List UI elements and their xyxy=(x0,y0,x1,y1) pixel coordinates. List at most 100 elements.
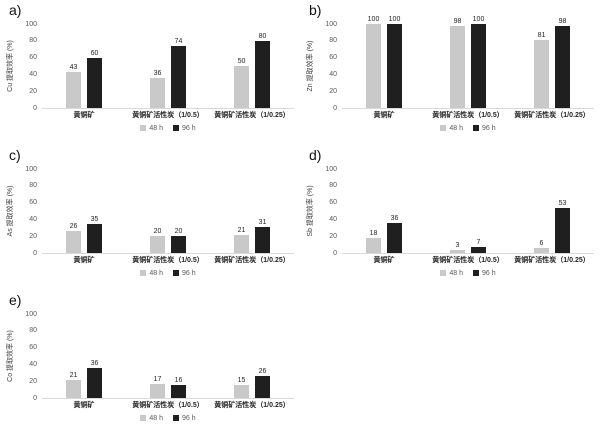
bar-96h xyxy=(255,376,270,398)
legend-item: 48 h xyxy=(140,415,163,422)
bar-96h xyxy=(555,25,570,108)
y-axis: 0 20 40 60 80 100 xyxy=(18,21,42,112)
bar-value-label: 100 xyxy=(388,16,401,23)
x-category-label: 黄铜矿活性炭（1/0.5） xyxy=(132,257,204,264)
bar-48h xyxy=(66,380,81,398)
y-axis: 0 20 40 60 80 100 xyxy=(18,310,42,402)
bar-unit: 26 xyxy=(255,368,270,398)
bar-48h xyxy=(534,39,549,108)
bar-unit: 16 xyxy=(171,377,186,398)
legend-label: 48 h xyxy=(149,124,163,132)
bar-unit: 21 xyxy=(66,372,81,398)
y-axis-title-text: As 提取效率 (%) xyxy=(7,185,14,237)
bar-unit: 20 xyxy=(171,228,186,253)
bar-48h xyxy=(366,237,381,253)
x-category-label: 黄铜矿活性炭（1/0.5） xyxy=(132,402,204,409)
bar-unit: 100 xyxy=(471,16,486,108)
bar-96h xyxy=(255,40,270,108)
bar-value-label: 16 xyxy=(174,376,183,384)
y-axis-title-text: Cu 提取效率 (%) xyxy=(7,40,14,92)
bar-value-label: 26 xyxy=(69,223,78,231)
panel-label-c: c) xyxy=(9,147,21,163)
legend: 48 h 96 h xyxy=(42,415,294,422)
y-tick-label: 80 xyxy=(29,37,37,45)
bar-group: 21 31 xyxy=(210,169,294,253)
y-tick-label: 100 xyxy=(25,165,37,173)
bar-48h xyxy=(66,71,81,108)
bar-unit: 36 xyxy=(387,215,402,253)
legend-swatch xyxy=(173,125,179,132)
bar-96h xyxy=(171,45,186,108)
chart-panel-c: c) As 提取效率 (%) 0 20 40 60 80 100 26 35 20 20 21 31 黄铜… xyxy=(0,145,300,290)
y-tick-label: 100 xyxy=(25,310,37,318)
legend-swatch xyxy=(440,125,447,132)
y-tick-label: 20 xyxy=(29,232,37,240)
x-category-label: 黄铜矿活性炭（1/0.5） xyxy=(432,257,504,264)
bar-group: 50 80 xyxy=(210,24,294,108)
bar-group: 17 16 xyxy=(126,314,210,398)
bar-96h xyxy=(87,223,102,253)
plot-row: 0 20 40 60 80 100 18 36 3 7 6 53 xyxy=(318,166,594,257)
legend-label: 96 h xyxy=(482,124,496,132)
chart-main: 0 20 40 60 80 100 21 36 17 16 15 26 黄铜矿 黄铜矿活性炭（1/0.5）… xyxy=(18,310,294,422)
bar-value-label: 100 xyxy=(367,16,380,23)
bar-unit: 98 xyxy=(450,18,465,108)
legend-label: 96 h xyxy=(182,269,196,277)
y-axis-title: Zn 提取效率 (%) xyxy=(302,24,318,132)
chart-panel-e: e) Co 提取效率 (%) 0 20 40 60 80 100 21 36 17 16 15 26 黄铜… xyxy=(0,290,300,447)
bar-unit: 3 xyxy=(450,242,465,253)
bar-value-label: 21 xyxy=(237,227,246,235)
legend-item: 48 h xyxy=(140,270,163,277)
plot-area: 18 36 3 7 6 53 xyxy=(342,169,594,254)
bar-96h xyxy=(471,247,486,253)
plot-area: 21 36 17 16 15 26 xyxy=(42,314,294,399)
bar-chart-as: As 提取效率 (%) 0 20 40 60 80 100 26 35 20 20 21 31 黄铜矿 黄铜… xyxy=(2,165,294,277)
legend-swatch xyxy=(440,270,447,277)
bar-unit: 100 xyxy=(387,16,402,108)
y-tick-label: 80 xyxy=(329,182,337,190)
bar-value-label: 35 xyxy=(90,215,99,223)
y-tick-label: 40 xyxy=(29,70,37,78)
bar-unit: 43 xyxy=(66,64,81,108)
legend-swatch xyxy=(140,415,147,422)
y-tick-label: 20 xyxy=(29,377,37,385)
y-tick-label: 40 xyxy=(29,215,37,223)
x-category-label: 黄铜矿 xyxy=(73,112,95,119)
y-axis-title: Sb 提取效率 (%) xyxy=(302,169,318,277)
chart-main: 0 20 40 60 80 100 100 100 98 100 81 98 黄铜矿 黄铜矿活性炭（1/0… xyxy=(318,16,594,132)
bar-value-label: 20 xyxy=(153,228,162,236)
y-tick-label: 20 xyxy=(29,87,37,95)
legend-label: 96 h xyxy=(482,269,496,277)
bar-unit: 31 xyxy=(255,219,270,253)
bar-96h xyxy=(87,57,102,108)
x-category-label: 黄铜矿 xyxy=(73,257,95,264)
bar-unit: 81 xyxy=(534,32,549,108)
y-axis: 0 20 40 60 80 100 xyxy=(318,21,342,112)
bar-value-label: 98 xyxy=(453,17,462,25)
plot-area: 26 35 20 20 21 31 xyxy=(42,169,294,254)
bar-group: 36 74 xyxy=(126,24,210,108)
bar-96h xyxy=(387,222,402,253)
y-tick-label: 20 xyxy=(329,87,337,95)
y-axis-title-text: Zn 提取效率 (%) xyxy=(307,40,314,92)
bar-unit: 60 xyxy=(87,50,102,108)
chart-main: 0 20 40 60 80 100 18 36 3 7 6 53 黄铜矿 黄铜矿活性炭（1/0.5） 黄铜矿… xyxy=(318,166,594,277)
y-tick-label: 80 xyxy=(29,182,37,190)
legend-label: 96 h xyxy=(182,124,196,132)
bar-group: 20 20 xyxy=(126,169,210,253)
x-axis-labels: 黄铜矿 黄铜矿活性炭（1/0.5） 黄铜矿活性炭（1/0.25） xyxy=(42,257,294,265)
bar-unit: 20 xyxy=(150,228,165,253)
y-tick-label: 60 xyxy=(29,199,37,207)
legend: 48 h 96 h xyxy=(342,270,594,277)
y-tick-label: 0 xyxy=(33,249,37,257)
bar-48h xyxy=(150,383,165,398)
y-tick-label: 40 xyxy=(329,70,337,78)
y-tick-label: 40 xyxy=(29,360,37,368)
legend-item: 48 h xyxy=(440,125,463,132)
y-axis: 0 20 40 60 80 100 xyxy=(18,165,42,257)
plot-row: 0 20 40 60 80 100 100 100 98 100 81 98 xyxy=(318,16,594,112)
bar-unit: 50 xyxy=(234,58,249,108)
y-axis-title-text: Sb 提取效率 (%) xyxy=(307,185,314,237)
